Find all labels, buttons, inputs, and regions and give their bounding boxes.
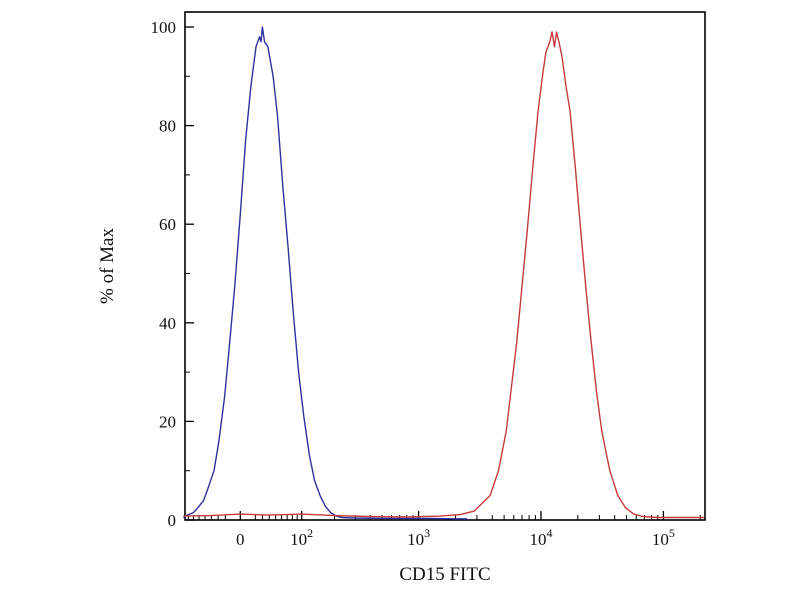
- x-axis-title: CD15 FITC: [399, 564, 491, 585]
- y-tick-label: 20: [159, 412, 176, 431]
- negative-control-curve: [183, 26, 468, 520]
- x-tick-label: 0: [236, 530, 245, 549]
- y-tick-label: 40: [159, 314, 176, 333]
- x-tick-label: 102: [290, 526, 313, 549]
- y-tick-label: 0: [168, 511, 177, 530]
- plot-border: [184, 11, 706, 521]
- x-tick-label: 105: [652, 526, 675, 549]
- y-tick-label: 60: [159, 215, 176, 234]
- y-tick-label: 100: [151, 18, 177, 37]
- cd15-fitc-stained-curve: [183, 31, 705, 519]
- x-tick-label: 104: [529, 526, 552, 549]
- x-tick-label: 103: [407, 526, 430, 549]
- y-tick-label: 80: [159, 117, 176, 136]
- y-axis-title: % of Max: [97, 228, 118, 304]
